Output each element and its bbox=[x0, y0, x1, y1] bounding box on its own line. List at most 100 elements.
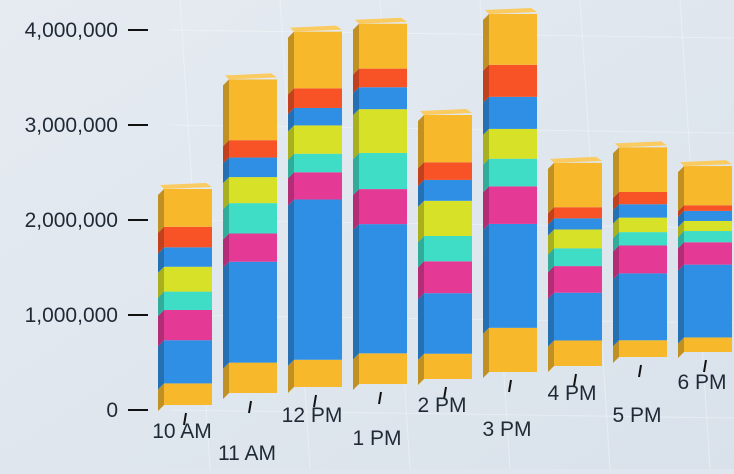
bar-segment bbox=[684, 264, 732, 338]
bar-segment bbox=[164, 266, 212, 292]
bar-segment-side bbox=[613, 273, 619, 347]
x-tick-label: 11 AM bbox=[218, 442, 276, 465]
bar-segment bbox=[424, 200, 472, 236]
bar-segment bbox=[229, 362, 277, 393]
y-tick-label: 2,000,000 bbox=[25, 209, 118, 232]
gridline-horizontal bbox=[169, 29, 734, 39]
bar-segment-side bbox=[353, 224, 359, 360]
bar-segment bbox=[554, 292, 602, 341]
bar-segment bbox=[489, 223, 537, 328]
bar-segment-side bbox=[483, 158, 489, 193]
bar-segment bbox=[164, 247, 212, 267]
bar-top bbox=[615, 141, 667, 148]
bar-segment bbox=[359, 109, 407, 153]
bar-segment-side bbox=[288, 31, 294, 95]
bar-segment bbox=[554, 340, 602, 366]
bar-segment-side bbox=[548, 162, 554, 214]
bar-segment-side bbox=[548, 218, 554, 236]
bar-segment-side bbox=[223, 203, 229, 240]
bar-segment-side bbox=[483, 327, 489, 378]
bar-segment bbox=[684, 337, 732, 352]
bar-segment bbox=[229, 140, 277, 158]
bar-segment bbox=[489, 64, 537, 97]
bar-segment-side bbox=[678, 337, 684, 358]
bar-segment bbox=[489, 13, 537, 65]
bar-segment-side bbox=[158, 266, 164, 298]
x-tick-label: 1 PM bbox=[352, 427, 401, 450]
x-tick bbox=[248, 400, 252, 414]
bar-segment-side bbox=[613, 191, 619, 211]
bar-segment bbox=[294, 125, 342, 154]
bar-segment-side bbox=[223, 177, 229, 210]
bar-segment bbox=[164, 383, 212, 405]
x-tick bbox=[378, 391, 382, 405]
bar-segment-side bbox=[483, 223, 489, 334]
bar-segment-side bbox=[223, 79, 229, 147]
bar-segment-side bbox=[158, 309, 164, 347]
bar-segment bbox=[229, 203, 277, 234]
bar-stack bbox=[678, 160, 732, 358]
bar-segment bbox=[229, 157, 277, 178]
bar-segment bbox=[554, 218, 602, 230]
bar-stack bbox=[483, 7, 537, 378]
y-tick-label: 4,000,000 bbox=[25, 19, 118, 42]
bar-top bbox=[550, 156, 602, 163]
bar-segment-side bbox=[418, 236, 424, 268]
y-tick-label: 3,000,000 bbox=[25, 114, 118, 137]
bar-segment bbox=[424, 115, 472, 163]
bar-segment bbox=[164, 309, 212, 341]
bar-segment bbox=[294, 88, 342, 108]
bar-segment bbox=[684, 242, 732, 265]
bar-segment-side bbox=[353, 353, 359, 390]
bar-segment bbox=[229, 233, 277, 262]
bar-segment bbox=[554, 266, 602, 293]
bar-segment-side bbox=[223, 140, 229, 164]
bar-segment bbox=[554, 162, 602, 208]
bar-stack bbox=[288, 25, 342, 393]
bar-segment bbox=[619, 232, 667, 246]
bar-segment bbox=[489, 327, 537, 372]
bar-segment-side bbox=[678, 220, 684, 238]
bar-segment-side bbox=[288, 153, 294, 179]
bar-segment bbox=[424, 293, 472, 354]
bar-segment bbox=[489, 128, 537, 159]
bar-segment-side bbox=[353, 189, 359, 231]
bar-segment-side bbox=[418, 200, 424, 242]
bar-segment bbox=[229, 261, 277, 363]
bar-segment-side bbox=[613, 217, 619, 239]
bar-segment-side bbox=[613, 340, 619, 363]
bar-segment bbox=[424, 236, 472, 262]
bar-stack bbox=[223, 73, 277, 399]
bar-segment-side bbox=[678, 242, 684, 271]
bar-segment bbox=[424, 179, 472, 201]
bar-segment bbox=[619, 191, 667, 205]
bar-segment bbox=[359, 224, 407, 354]
bar-segment-side bbox=[613, 245, 619, 280]
bar-segment bbox=[684, 166, 732, 206]
bar-segment-side bbox=[483, 13, 489, 71]
bar-segment-side bbox=[548, 207, 554, 225]
bar-segment-side bbox=[353, 68, 359, 94]
bar-segment bbox=[619, 245, 667, 274]
bar-segment bbox=[294, 199, 342, 360]
x-tick-label: 5 PM bbox=[612, 404, 661, 427]
bar-segment bbox=[294, 359, 342, 387]
bar-top bbox=[160, 183, 212, 189]
bar-segment bbox=[359, 152, 407, 190]
bar-segment bbox=[684, 231, 732, 243]
bar-top bbox=[420, 109, 472, 115]
x-tick-label: 2 PM bbox=[417, 394, 466, 417]
bar-segment bbox=[554, 229, 602, 249]
bar-segment-side bbox=[613, 204, 619, 224]
bar-segment-side bbox=[483, 96, 489, 135]
x-tick bbox=[638, 364, 642, 378]
bar-segment-side bbox=[548, 266, 554, 299]
bar-segment-side bbox=[678, 205, 684, 217]
bar-segment-side bbox=[678, 210, 684, 227]
bar-top bbox=[290, 25, 342, 32]
bar-segment-side bbox=[418, 293, 424, 360]
y-axis: 0 1,000,000 2,000,000 3,000,000 4,000,000 bbox=[25, 19, 148, 422]
bar-segment-side bbox=[548, 292, 554, 347]
bar-segment bbox=[619, 273, 667, 341]
bar-segment bbox=[489, 96, 537, 129]
